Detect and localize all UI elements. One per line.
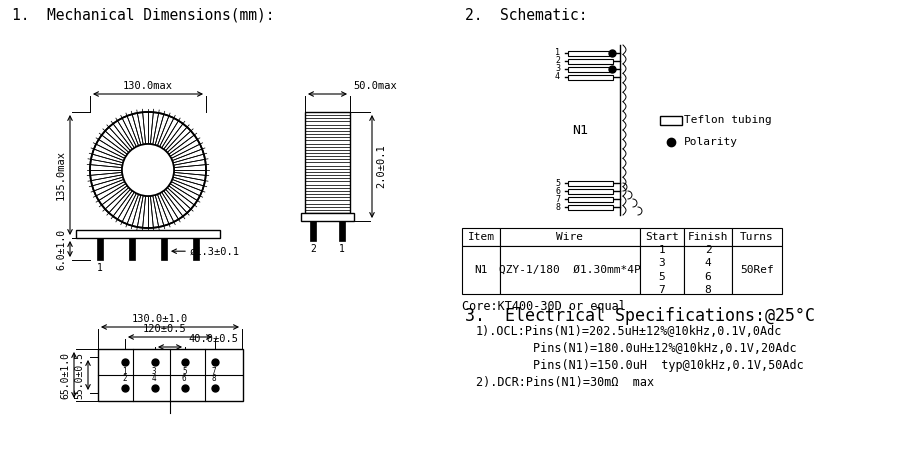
Text: Finish: Finish [688, 232, 728, 242]
Text: 7: 7 [212, 367, 216, 376]
Text: 120±0.5: 120±0.5 [143, 324, 187, 334]
Bar [732, 246, 782, 294]
Bar [339, 221, 345, 241]
Text: 1: 1 [122, 367, 127, 376]
Bar [462, 246, 500, 294]
Text: 1.  Mechanical Dimensions(mm):: 1. Mechanical Dimensions(mm): [12, 8, 275, 23]
Text: Turns: Turns [740, 232, 774, 242]
Bar [462, 228, 500, 246]
Text: 135.0max: 135.0max [56, 150, 66, 200]
Text: 4: 4 [555, 73, 560, 81]
Text: 130.0±1.0: 130.0±1.0 [132, 314, 188, 324]
Text: 8: 8 [555, 202, 560, 212]
Text: 1
3
5
7: 1 3 5 7 [658, 245, 665, 295]
Text: 8: 8 [212, 374, 216, 383]
Text: 1).OCL:Pins(N1)=202.5uH±12%@10kHz,0.1V,0Adc: 1).OCL:Pins(N1)=202.5uH±12%@10kHz,0.1V,0… [476, 325, 782, 338]
Text: 4: 4 [152, 374, 156, 383]
Text: 130.0max: 130.0max [123, 81, 173, 91]
Bar [97, 238, 103, 260]
Text: 3: 3 [152, 367, 156, 376]
Text: 2.0±0.1: 2.0±0.1 [376, 145, 386, 188]
Text: 3: 3 [555, 65, 560, 73]
Circle shape [122, 144, 174, 196]
Text: 2: 2 [122, 374, 127, 383]
Text: N1: N1 [474, 265, 488, 275]
Text: Item: Item [468, 232, 495, 242]
Bar [568, 51, 613, 56]
Bar [568, 67, 613, 72]
Bar [660, 116, 682, 125]
Bar [98, 349, 243, 401]
Bar [310, 221, 316, 241]
Text: Pins(N1)=180.0uH±12%@10kHz,0.1V,20Adc: Pins(N1)=180.0uH±12%@10kHz,0.1V,20Adc [476, 342, 797, 355]
Text: Pins(N1)=150.0uH  typ@10kHz,0.1V,50Adc: Pins(N1)=150.0uH typ@10kHz,0.1V,50Adc [476, 359, 804, 372]
Text: 6: 6 [555, 186, 560, 195]
Bar [684, 246, 732, 294]
Text: 2.  Schematic:: 2. Schematic: [465, 8, 587, 23]
Text: 1: 1 [555, 48, 560, 58]
Text: Teflon tubing: Teflon tubing [684, 115, 771, 125]
Text: 50Ref: 50Ref [740, 265, 774, 275]
Text: 6: 6 [182, 374, 187, 383]
Bar [568, 205, 613, 210]
Text: Wire: Wire [557, 232, 584, 242]
Text: 7: 7 [555, 194, 560, 204]
Text: 50.0max: 50.0max [353, 81, 397, 91]
Bar [640, 246, 684, 294]
Text: 1: 1 [339, 244, 345, 254]
Bar [76, 230, 220, 238]
Text: ø1.3±0.1: ø1.3±0.1 [190, 246, 240, 256]
Bar [568, 181, 613, 186]
Bar [568, 59, 613, 64]
Text: 1: 1 [97, 263, 103, 273]
Text: 5: 5 [555, 179, 560, 187]
Text: Start: Start [645, 232, 679, 242]
Text: 2
4
6
8: 2 4 6 8 [705, 245, 711, 295]
Text: 6.0±1.0: 6.0±1.0 [56, 228, 66, 270]
Bar [568, 75, 613, 80]
Bar [568, 197, 613, 202]
Text: 65.0±1.0: 65.0±1.0 [60, 352, 70, 399]
Bar [500, 228, 640, 246]
Text: Core:KT400-30D or equal: Core:KT400-30D or equal [462, 300, 626, 313]
Text: 2: 2 [310, 244, 316, 254]
Text: 40.0±0.5: 40.0±0.5 [188, 334, 238, 344]
Text: 2).DCR:Pins(N1)=30mΩ  max: 2).DCR:Pins(N1)=30mΩ max [476, 376, 654, 389]
Bar [732, 228, 782, 246]
Text: 55.0±0.5: 55.0±0.5 [74, 352, 84, 399]
Bar [640, 228, 684, 246]
Text: 5: 5 [182, 367, 187, 376]
Bar [129, 238, 135, 260]
Text: Polarity: Polarity [684, 137, 738, 147]
Bar [305, 112, 350, 213]
Bar [161, 238, 167, 260]
Text: 2: 2 [555, 57, 560, 66]
Bar [684, 228, 732, 246]
Bar [568, 189, 613, 194]
Bar [301, 213, 354, 221]
Text: N1: N1 [572, 124, 588, 137]
Text: 3.  Electrical Specifications:@25°C: 3. Electrical Specifications:@25°C [465, 307, 815, 325]
Text: QZY-1/180  Ø1.30mm*4P: QZY-1/180 Ø1.30mm*4P [499, 265, 641, 275]
Bar [500, 246, 640, 294]
Circle shape [122, 144, 174, 196]
Bar [193, 238, 199, 260]
